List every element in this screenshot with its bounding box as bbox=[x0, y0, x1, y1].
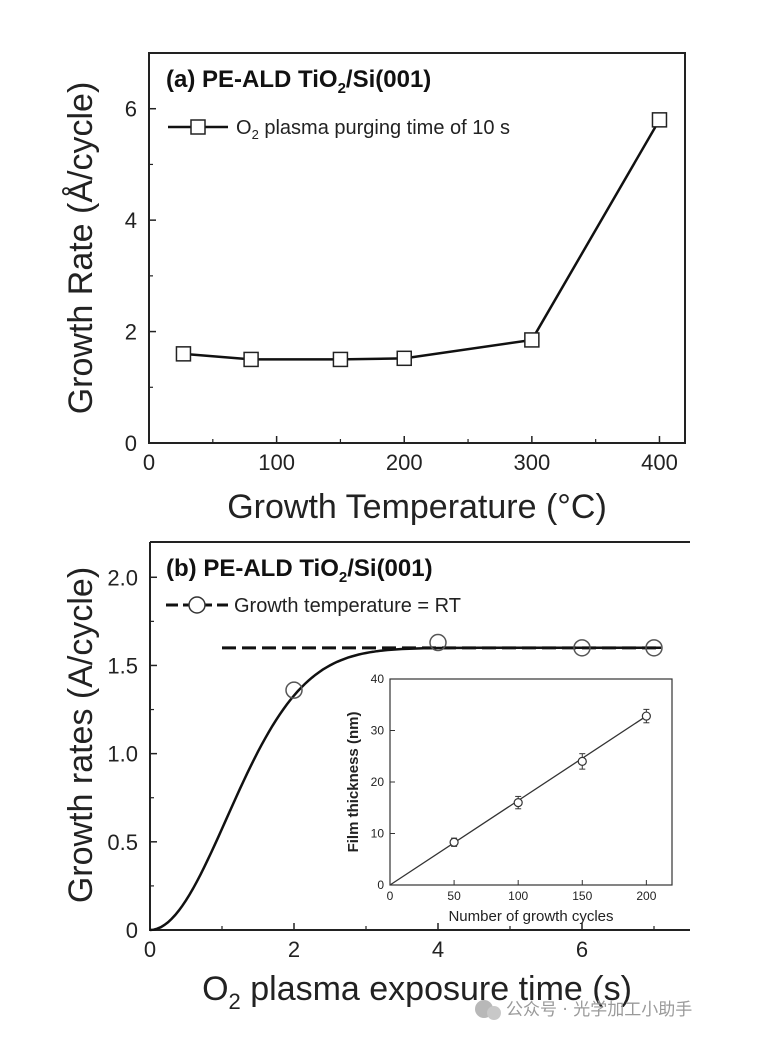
inset-background bbox=[389, 678, 673, 886]
x-tick-label-a-1: 100 bbox=[258, 450, 295, 475]
fit-curve bbox=[149, 646, 662, 932]
y-tick-label-a-2: 4 bbox=[125, 208, 137, 233]
panel-b-ylabel: Growth rates (A/cycle) bbox=[62, 567, 100, 903]
y-tick-label-a-1: 2 bbox=[125, 320, 137, 345]
x-tick-label-a-2: 200 bbox=[386, 450, 423, 475]
wechat-icon-bubble bbox=[487, 1006, 501, 1020]
inset-y-tick-label-1: 10 bbox=[371, 827, 385, 841]
panel-a-title: (a) PE-ALD TiO2/Si(001) bbox=[166, 66, 431, 97]
watermark-text: 公众号 · 光学加工小助手 bbox=[506, 1000, 692, 1020]
panel-b-xlabel: O2 plasma exposure time (s) bbox=[202, 970, 632, 1014]
x-tick-label-b-0: 0 bbox=[144, 937, 156, 962]
panel-a-legend: O2 plasma purging time of 10 s bbox=[168, 117, 510, 142]
panel-a-frame bbox=[148, 52, 686, 444]
watermark: 公众号 · 光学加工小助手 bbox=[475, 1000, 692, 1020]
inset-data-point-0 bbox=[449, 837, 459, 847]
inset-y-tick-label-2: 20 bbox=[371, 775, 385, 789]
x-tick-label-b-1: 2 bbox=[288, 937, 300, 962]
panel-a-legend-marker bbox=[190, 119, 206, 135]
x-tick-label-a-4: 400 bbox=[641, 450, 678, 475]
inset-x-tick-label-2: 100 bbox=[508, 889, 528, 903]
y-tick-label-b-2: 1.0 bbox=[107, 742, 138, 767]
series-line-a bbox=[183, 119, 661, 361]
x-tick-label-b-3: 6 bbox=[576, 937, 588, 962]
inset-data-point-3 bbox=[641, 711, 651, 721]
data-point-b-2 bbox=[573, 639, 591, 657]
y-tick-label-b-3: 1.5 bbox=[107, 653, 138, 678]
data-point-a-0 bbox=[175, 346, 192, 362]
inset-y-tick-label-0: 0 bbox=[377, 878, 384, 892]
panel-b-axes: 0 2 4 6 0 0.5 1.0 1.5 2.0 bbox=[107, 565, 663, 962]
data-point-b-1 bbox=[429, 633, 447, 652]
y-tick-label-a-3: 6 bbox=[125, 97, 137, 122]
inset-x-tick-label-0: 0 bbox=[387, 889, 394, 903]
x-tick-label-a-3: 300 bbox=[513, 450, 550, 475]
data-point-a-5 bbox=[651, 112, 668, 128]
panel-a-legend-label: O2 plasma purging time of 10 s bbox=[236, 117, 510, 142]
panel-b-legend: Growth temperature = RT bbox=[166, 595, 461, 617]
panel-a-axes: 0 100 200 300 400 0 2 4 6 bbox=[125, 97, 678, 475]
y-tick-label-b-1: 0.5 bbox=[107, 830, 138, 855]
y-tick-label-b-4: 2.0 bbox=[107, 565, 138, 590]
inset-x-tick-label-1: 50 bbox=[447, 889, 461, 903]
panel-b-legend-marker bbox=[188, 596, 206, 614]
panel-b: 0 2 4 6 0 0.5 1.0 1.5 2.0 (b) PE-ALD TiO2/Si(001… bbox=[62, 541, 690, 1014]
inset-y-tick-label-3: 30 bbox=[371, 724, 385, 738]
inset-chart: 0 50 100 150 200 0 10 20 30 40 Number of growth c… bbox=[345, 672, 673, 925]
inset-y-tick-label-4: 40 bbox=[371, 672, 385, 686]
x-tick-label-a-0: 0 bbox=[143, 450, 155, 475]
data-point-a-3 bbox=[396, 350, 412, 367]
data-point-b-3 bbox=[645, 639, 663, 657]
inset-xlabel: Number of growth cycles bbox=[448, 908, 613, 925]
data-point-a-4 bbox=[524, 332, 540, 348]
inset-axes: 0 50 100 150 200 0 10 20 30 40 bbox=[371, 672, 657, 903]
data-point-b-0 bbox=[285, 681, 303, 699]
inset-data-point-2 bbox=[577, 756, 587, 767]
panel-a-xlabel: Growth Temperature (°C) bbox=[227, 488, 607, 526]
panel-b-legend-label: Growth temperature = RT bbox=[234, 595, 461, 617]
panel-a-ylabel: Growth Rate (Å/cycle) bbox=[62, 82, 100, 415]
y-tick-label-b-0: 0 bbox=[126, 918, 138, 943]
y-tick-label-a-0: 0 bbox=[125, 431, 137, 456]
inset-ylabel: Film thickness (nm) bbox=[345, 712, 362, 853]
panel-b-title: (b) PE-ALD TiO2/Si(001) bbox=[166, 555, 433, 586]
x-tick-label-b-2: 4 bbox=[432, 937, 444, 962]
data-point-a-2 bbox=[332, 351, 349, 368]
inset-data-point-1 bbox=[513, 797, 523, 808]
data-point-a-1 bbox=[243, 351, 259, 368]
panel-a: 0 100 200 300 400 0 2 4 6 (a) PE-ALD TiO2/Si(001… bbox=[62, 52, 686, 526]
inset-x-tick-label-4: 200 bbox=[636, 889, 656, 903]
inset-x-tick-label-3: 150 bbox=[572, 889, 592, 903]
